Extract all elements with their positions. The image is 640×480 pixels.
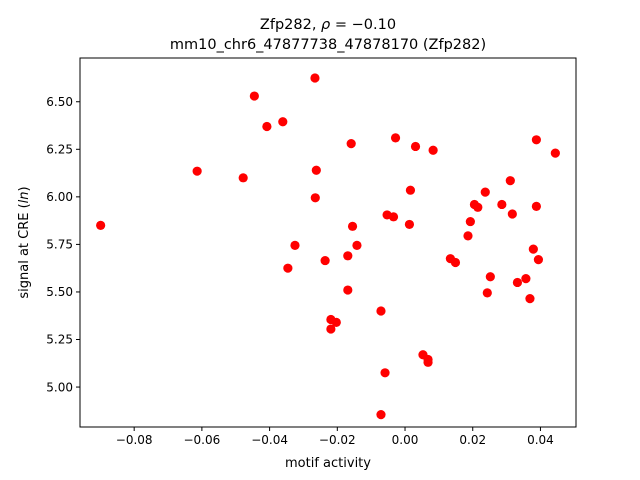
title-text: Zfp282, [260, 17, 321, 33]
ylabel-text: ) [17, 186, 32, 191]
rho-symbol: ρ [321, 17, 331, 33]
y-tick-label: 6.00 [46, 190, 73, 204]
data-point [485, 272, 495, 282]
data-point [521, 274, 531, 284]
x-tick-label: 0.04 [527, 433, 554, 447]
x-tick-label: 0.00 [392, 433, 419, 447]
data-point [346, 138, 356, 149]
data-point [404, 219, 415, 230]
data-point [531, 135, 541, 145]
y-axis-label: signal at CRE (ln) [17, 186, 32, 298]
data-point [343, 251, 353, 261]
data-point [376, 306, 386, 316]
chart-title-line1: Zfp282, ρ = −0.10 [260, 17, 396, 33]
plot-area-frame [79, 57, 577, 428]
data-point [192, 166, 202, 176]
data-point [482, 288, 492, 298]
data-point [310, 193, 320, 203]
data-point [311, 165, 321, 175]
data-point [450, 257, 461, 268]
data-point [262, 121, 272, 132]
y-tick-label: 5.50 [46, 285, 73, 299]
data-point [283, 263, 293, 273]
data-point [512, 277, 523, 288]
x-tick-label: −0.08 [116, 433, 153, 447]
x-tick-label: −0.02 [319, 433, 356, 447]
data-point [428, 145, 438, 155]
y-tick-label: 6.50 [46, 95, 73, 109]
data-point [331, 317, 341, 327]
ylabel-italic: ln [17, 191, 32, 203]
data-point [326, 324, 336, 334]
data-point [249, 91, 259, 101]
data-point [533, 255, 544, 265]
y-axis-ticks: 5.00 5.25 5.50 5.75 6.00 6.25 6.50 [46, 95, 80, 394]
data-point [463, 231, 473, 241]
data-point [376, 410, 386, 420]
data-point [390, 133, 401, 143]
title-text: = −0.10 [330, 17, 396, 33]
y-tick-label: 5.00 [46, 380, 73, 394]
x-tick-label: 0.02 [459, 433, 486, 447]
data-point [388, 212, 399, 222]
chart-title-line2: mm10_chr6_47877738_47878170 (Zfp282) [170, 37, 486, 53]
y-tick-label: 5.75 [46, 238, 73, 252]
data-point [528, 244, 538, 254]
data-point [497, 199, 507, 210]
data-point [352, 240, 362, 250]
y-tick-label: 5.25 [46, 333, 73, 347]
x-tick-label: −0.04 [251, 433, 288, 447]
data-points [96, 73, 560, 420]
data-point [423, 357, 433, 367]
data-point [405, 185, 416, 195]
data-point [96, 220, 106, 230]
data-point [380, 368, 390, 378]
ylabel-text: signal at CRE ( [17, 203, 32, 298]
data-point [290, 240, 300, 250]
data-point [473, 202, 483, 212]
data-point [480, 187, 490, 197]
data-point [343, 285, 353, 295]
data-point [505, 176, 515, 186]
x-tick-label: −0.06 [183, 433, 220, 447]
data-point [238, 173, 248, 183]
data-point [550, 148, 560, 158]
data-point [410, 141, 421, 152]
x-axis-label: motif activity [285, 456, 371, 471]
data-point [465, 216, 475, 227]
data-point [531, 201, 541, 211]
data-point [278, 117, 288, 127]
data-point [320, 255, 330, 266]
x-axis-ticks: −0.08 −0.06 −0.04 −0.02 0.00 0.02 0.04 [116, 427, 554, 447]
data-point [310, 73, 320, 83]
data-point [525, 294, 535, 304]
data-point [347, 221, 358, 231]
data-point [507, 209, 517, 219]
y-tick-label: 6.25 [46, 142, 73, 156]
